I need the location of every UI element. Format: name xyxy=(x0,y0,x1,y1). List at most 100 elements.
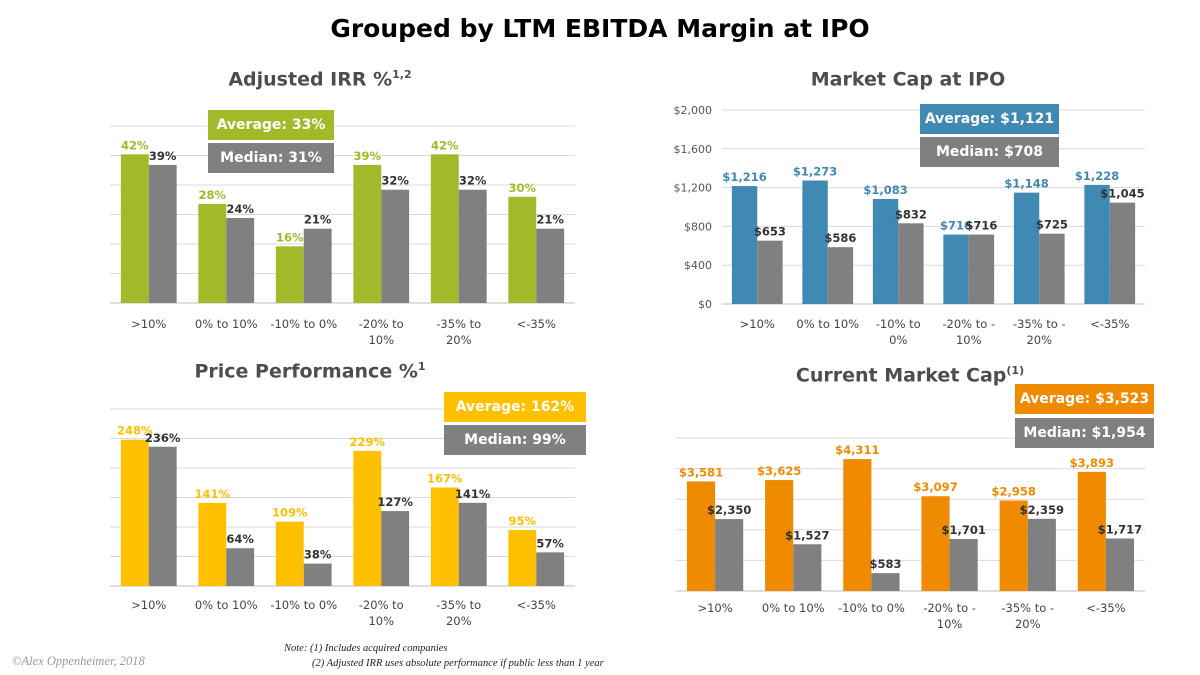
bar-median xyxy=(303,563,332,586)
category-label: -20% to - xyxy=(923,601,976,615)
bar-median xyxy=(1105,538,1135,591)
chart-title-text: Current Market Cap xyxy=(795,364,1007,387)
bar-median xyxy=(381,511,410,586)
category-label: 10% xyxy=(956,333,982,347)
chart-title: Market Cap at IPO xyxy=(708,68,1108,90)
category-label: <-35% xyxy=(1090,317,1129,331)
chart-plot: $3,581 $2,350 >10% $3,625 $1,527 0% to 10% $4,… xyxy=(676,437,1145,631)
bar-median xyxy=(148,446,177,586)
category-label: -10% to xyxy=(876,317,921,331)
bar-primary xyxy=(872,198,899,304)
data-label: $3,893 xyxy=(1070,456,1114,470)
bar-primary xyxy=(731,186,758,304)
data-label: 30% xyxy=(509,181,537,195)
category-label: >10% xyxy=(131,598,166,612)
data-label: $716 xyxy=(940,219,972,233)
bar-primary xyxy=(275,246,304,303)
data-label: $1,701 xyxy=(941,523,985,537)
bar-median xyxy=(1039,233,1065,304)
y-tick-label: $800 xyxy=(684,220,712,233)
category-label: 20% xyxy=(1015,617,1041,631)
bar-median xyxy=(898,223,924,304)
average-callout: Average: 33% xyxy=(208,110,334,140)
data-label: $2,350 xyxy=(707,503,751,517)
chart-title-text: Market Cap at IPO xyxy=(810,68,1006,91)
data-label: 32% xyxy=(459,174,487,188)
data-label: 64% xyxy=(226,532,254,546)
data-label: 141% xyxy=(455,487,491,501)
data-label: 236% xyxy=(145,431,181,445)
bar-median xyxy=(1027,518,1056,591)
y-tick-label: $2,000 xyxy=(674,104,713,117)
category-label: 0% to 10% xyxy=(195,598,258,612)
category-label: -10% to 0% xyxy=(270,317,337,331)
chart-market-cap-at-ipo: Market Cap at IPO $0 $400 $800 $1,200 $1,600… xyxy=(674,68,1145,347)
median-callout: Median: 31% xyxy=(208,143,334,173)
category-label: <-35% xyxy=(517,317,556,331)
bar-primary xyxy=(430,487,459,586)
bar-primary xyxy=(353,164,382,303)
data-label: 167% xyxy=(427,471,463,485)
data-label: 229% xyxy=(350,435,386,449)
bar-median xyxy=(1109,202,1136,304)
bar-primary xyxy=(943,234,969,304)
bar-primary xyxy=(1077,471,1106,591)
data-label: $1,228 xyxy=(1075,169,1119,183)
category-label: 20% xyxy=(446,333,472,347)
data-label: 16% xyxy=(276,230,304,244)
data-label: $583 xyxy=(869,557,901,571)
bar-primary xyxy=(508,196,537,303)
data-label: $4,311 xyxy=(835,443,879,457)
data-label: $1,527 xyxy=(785,528,829,542)
category-label: -20% to xyxy=(359,317,404,331)
bar-median xyxy=(871,573,900,591)
data-label: $1,717 xyxy=(1098,522,1142,536)
category-label: 10% xyxy=(937,617,963,631)
bar-median xyxy=(536,552,565,586)
bar-median xyxy=(793,544,822,591)
data-label: 39% xyxy=(354,149,382,163)
category-label: -20% to - xyxy=(942,317,995,331)
chart-title: Current Market Cap(1) xyxy=(700,364,1120,386)
data-label: 32% xyxy=(381,174,409,188)
median-callout: Median: $708 xyxy=(920,137,1059,167)
chart-title: Adjusted IRR %1,2 xyxy=(0,68,620,90)
bar-primary xyxy=(1013,192,1040,304)
category-label: -20% to xyxy=(359,598,404,612)
bar-median xyxy=(536,228,565,303)
category-label: <-35% xyxy=(1086,601,1125,615)
chart-title-superscript: 1,2 xyxy=(392,68,412,81)
data-label: 24% xyxy=(226,202,254,216)
data-label: 21% xyxy=(536,213,564,227)
data-label: $1,083 xyxy=(863,183,907,197)
footnote-1: Note: (1) Includes acquired companies xyxy=(284,643,448,654)
bar-primary xyxy=(430,154,459,303)
bar-median xyxy=(827,247,854,304)
category-label: 0% to 10% xyxy=(796,317,859,331)
data-label: $3,625 xyxy=(757,464,801,478)
y-tick-label: $400 xyxy=(684,259,712,272)
bar-primary xyxy=(765,480,794,591)
bar-median xyxy=(757,240,783,304)
data-label: $1,045 xyxy=(1100,187,1144,201)
bar-median xyxy=(968,234,995,304)
data-label: 141% xyxy=(195,487,231,501)
category-label: 10% xyxy=(368,614,394,628)
category-label: 0% to 10% xyxy=(762,601,825,615)
chart-adjusted-irr: Adjusted IRR %1,2 42% 39% >10% 28% 24% 0% to … xyxy=(0,0,600,360)
bar-median xyxy=(381,189,410,303)
chart-title-text: Price Performance % xyxy=(194,360,418,383)
chart-title: Price Performance %1 xyxy=(0,360,610,382)
chart-title-text: Adjusted IRR % xyxy=(228,68,393,91)
average-callout: Average: $3,523 xyxy=(1015,384,1154,414)
median-callout: Median: 99% xyxy=(444,425,586,455)
y-tick-label: $1,200 xyxy=(674,182,713,195)
bar-median xyxy=(458,189,487,303)
category-label: >10% xyxy=(131,317,166,331)
data-label: $1,148 xyxy=(1004,177,1048,191)
chart-title-superscript: 1 xyxy=(417,360,426,373)
data-label: $725 xyxy=(1036,218,1068,232)
bar-median xyxy=(949,538,978,591)
data-label: $3,097 xyxy=(913,480,957,494)
data-label: $2,958 xyxy=(991,484,1035,498)
